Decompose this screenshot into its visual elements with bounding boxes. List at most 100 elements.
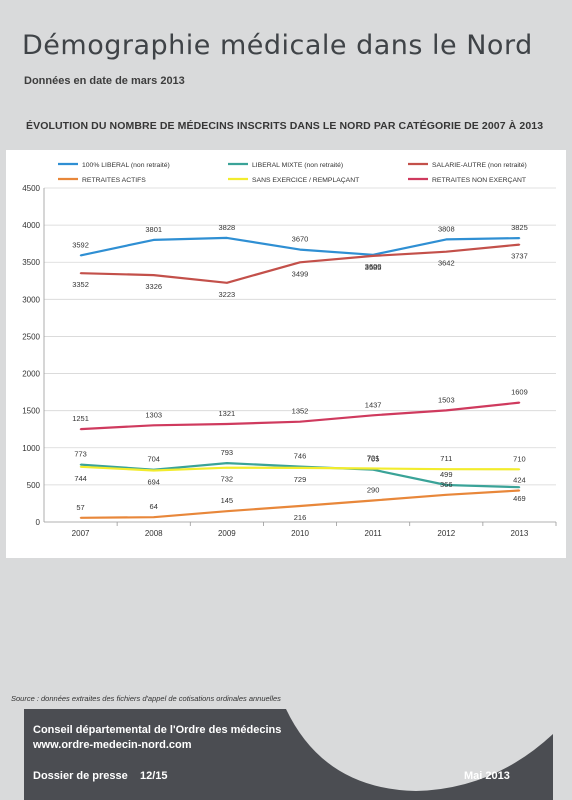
data-label: 711: [440, 454, 452, 463]
y-tick-label: 500: [27, 481, 41, 490]
page-subtitle: Données en date de mars 2013: [24, 75, 185, 87]
data-label: 729: [294, 475, 307, 484]
data-point: [372, 255, 374, 257]
x-tick-label: 2007: [72, 529, 90, 538]
legend-label: RETRAITES NON EXERÇANT: [432, 177, 526, 184]
data-point: [445, 409, 448, 412]
data-point: [445, 250, 448, 253]
data-label: 1352: [292, 407, 309, 416]
data-label: 1251: [72, 414, 89, 423]
data-point: [152, 274, 155, 276]
y-tick-label: 1000: [22, 444, 40, 453]
data-label: 704: [147, 455, 160, 464]
data-point: [79, 254, 82, 257]
data-label: 694: [147, 477, 160, 486]
y-tick-label: 1500: [22, 407, 40, 416]
data-label: 746: [294, 452, 307, 461]
data-point: [445, 484, 448, 486]
x-tick-label: 2013: [511, 529, 529, 538]
data-label: 216: [294, 513, 307, 522]
data-label: 793: [221, 448, 234, 457]
data-label: 1321: [219, 409, 236, 418]
data-point: [152, 469, 155, 472]
data-point: [518, 468, 521, 471]
y-tick-label: 4000: [22, 221, 40, 230]
data-point: [226, 510, 228, 513]
data-label: 3670: [292, 235, 309, 244]
data-label: 3352: [72, 280, 89, 289]
data-label: 1303: [145, 410, 162, 419]
data-label: 290: [367, 485, 380, 494]
data-label: 721: [367, 453, 380, 462]
data-label: 710: [513, 454, 526, 463]
data-point: [299, 467, 301, 469]
page-title: Démographie médicale dans le Nord: [22, 30, 533, 61]
chart-panel: 0 500 1000 1500 2000 2500 3000 3500 4000 4500 2007…: [6, 150, 566, 703]
legend-label: LIBERAL MIXTE (non retraité): [252, 162, 343, 169]
data-point: [79, 516, 82, 519]
footer-organization: Conseil départemental de l'Ordre des méd…: [33, 724, 282, 736]
data-label: 469: [513, 494, 526, 503]
data-point: [372, 467, 374, 470]
footer-dossier-label: Dossier de presse: [33, 770, 128, 782]
footer-website: www.ordre-medecin-nord.com: [33, 739, 192, 751]
footer: Conseil départemental de l'Ordre des méd…: [24, 709, 553, 800]
y-tick-label: 4500: [22, 184, 40, 193]
data-point: [226, 237, 228, 239]
data-label: 3592: [72, 240, 89, 249]
data-point: [445, 238, 448, 241]
data-point: [445, 494, 448, 496]
chart-heading: ÉVOLUTION DU NOMBRE DE MÉDECINS INSCRITS…: [26, 120, 544, 132]
data-label: 424: [513, 476, 526, 485]
y-tick-label: 3500: [22, 258, 40, 267]
data-label: 3326: [145, 282, 162, 291]
data-label: 3499: [292, 269, 309, 278]
data-label: 744: [74, 474, 87, 483]
x-tick-label: 2010: [291, 529, 309, 538]
data-label: 3737: [511, 252, 528, 261]
data-label: 3223: [219, 290, 236, 299]
data-point: [299, 261, 301, 264]
data-point: [299, 505, 301, 507]
data-label: 145: [221, 496, 234, 505]
data-point: [152, 239, 155, 241]
data-point: [79, 463, 82, 466]
legend-label: SANS EXERCICE / REMPLAÇANT: [252, 177, 359, 184]
data-point: [152, 516, 155, 519]
data-point: [299, 420, 301, 423]
y-tick-label: 0: [36, 518, 41, 527]
data-label: 773: [74, 450, 87, 459]
data-point: [79, 428, 82, 430]
data-point: [518, 489, 521, 492]
data-point: [518, 486, 521, 488]
data-label: 3825: [511, 223, 528, 232]
y-tick-label: 3000: [22, 295, 40, 304]
data-point: [518, 237, 521, 239]
data-label: 3585: [365, 263, 382, 272]
data-point: [79, 272, 82, 275]
data-point: [299, 248, 301, 251]
data-point: [226, 462, 228, 464]
data-point: [79, 465, 82, 468]
data-point: [445, 468, 448, 471]
data-label: 705: [367, 455, 380, 464]
data-label: 1437: [365, 400, 382, 409]
data-label: 732: [221, 475, 234, 484]
data-point: [226, 423, 228, 425]
data-label: 366: [440, 480, 453, 489]
data-point: [226, 466, 228, 469]
data-label: 1503: [438, 395, 455, 404]
y-tick-label: 2000: [22, 370, 40, 379]
data-label: 3642: [438, 259, 455, 268]
legend-label: RETRAITES ACTIFS: [82, 177, 146, 184]
line-chart: 0 500 1000 1500 2000 2500 3000 3500 4000 4500 2007…: [22, 162, 557, 538]
y-tick-label: 2500: [22, 332, 40, 341]
x-tick-label: 2008: [145, 529, 163, 538]
data-label: 57: [76, 503, 84, 512]
x-tick-label: 2011: [365, 529, 383, 538]
data-point: [226, 281, 228, 284]
legend-label: SALARIE-AUTRE (non retraité): [432, 162, 527, 169]
data-label: 3808: [438, 224, 455, 233]
footer-date: Mai 2013: [464, 770, 510, 782]
x-tick-label: 2012: [437, 529, 455, 538]
